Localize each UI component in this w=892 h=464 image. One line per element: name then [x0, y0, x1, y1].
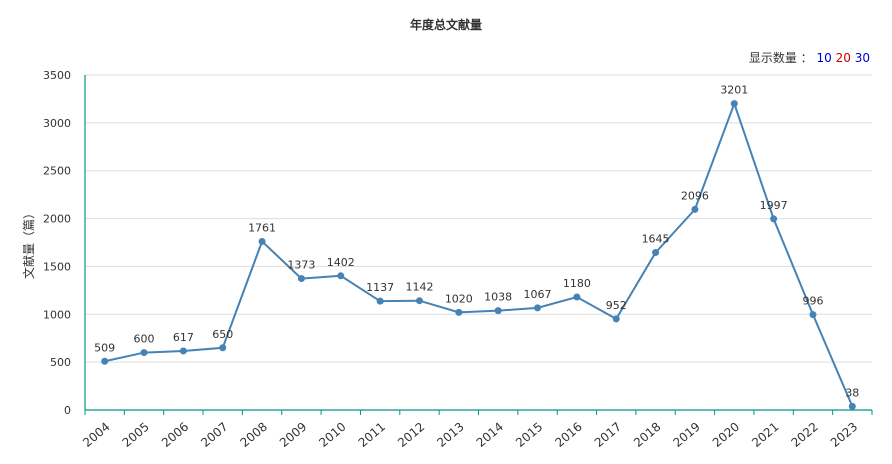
data-point: [534, 304, 542, 312]
data-label: 1761: [248, 221, 276, 234]
data-point: [455, 308, 463, 316]
y-tick-label: 1000: [43, 308, 71, 321]
data-label: 1402: [327, 256, 355, 269]
data-label: 996: [802, 295, 823, 308]
data-label: 1038: [484, 291, 512, 304]
data-label: 650: [212, 328, 233, 341]
x-tick-label: 2022: [789, 420, 821, 450]
data-label: 1645: [642, 233, 670, 246]
y-axis-label: 文献量（篇）: [21, 207, 36, 279]
x-tick-label: 2019: [670, 420, 702, 450]
data-label: 1180: [563, 277, 591, 290]
x-tick-label: 2009: [277, 420, 309, 450]
x-tick-label: 2017: [592, 420, 624, 450]
data-point: [415, 297, 423, 305]
x-tick-label: 2005: [120, 420, 152, 450]
y-tick-label: 3000: [43, 117, 71, 130]
y-tick-label: 500: [50, 356, 71, 369]
x-tick-label: 2011: [356, 420, 388, 450]
count-option-10[interactable]: 10: [816, 51, 832, 65]
x-tick-label: 2012: [395, 420, 427, 450]
data-point: [770, 215, 778, 223]
data-label: 1020: [445, 292, 473, 305]
data-label: 1142: [405, 281, 433, 294]
y-tick-label: 1500: [43, 260, 71, 273]
data-label: 952: [606, 299, 627, 312]
display-count-label: 显示数量 ：: [748, 51, 813, 65]
data-points: [101, 100, 856, 410]
display-count-selector: 显示数量 ： 10 20 30: [749, 49, 870, 66]
y-tick-label: 2000: [43, 213, 71, 226]
data-point: [848, 402, 856, 410]
x-tick-label: 2018: [631, 420, 663, 450]
data-point: [809, 311, 817, 319]
data-label: 600: [134, 333, 155, 346]
grid-lines: [85, 74, 872, 363]
count-option-20[interactable]: 20: [835, 51, 851, 65]
y-tick-label: 0: [64, 404, 71, 417]
x-tick-label: 2006: [159, 420, 191, 450]
count-option-30[interactable]: 30: [854, 51, 870, 65]
data-point: [376, 297, 384, 305]
x-tick-label: 2016: [552, 420, 584, 450]
x-tick-labels: 2004 2005 2006 2007 2008 2009 2010 2011 2012 2013…: [80, 420, 860, 450]
x-tick-label: 2015: [513, 420, 545, 450]
x-tick-label: 2004: [80, 420, 112, 450]
y-tick-labels: 0 500 1000 1500 2000 2500 3000 3500: [43, 69, 71, 417]
data-point: [691, 205, 699, 213]
x-tick-label: 2008: [238, 420, 270, 450]
data-point: [337, 272, 345, 280]
series-line: [104, 100, 854, 407]
series-line-path: [104, 100, 854, 407]
data-label: 1997: [760, 199, 788, 212]
data-label: 38: [845, 386, 859, 399]
data-labels: 509 600 617 650 1761 1373 1402 1137 1142 1020 1038…: [94, 84, 859, 400]
data-point: [652, 249, 660, 257]
axes: [84, 75, 873, 415]
x-tick-label: 2021: [749, 420, 781, 450]
data-point: [179, 347, 187, 355]
data-point: [258, 237, 266, 245]
data-point: [140, 349, 148, 357]
data-point: [573, 293, 581, 301]
data-label: 1067: [524, 288, 552, 301]
data-label: 3201: [720, 84, 748, 97]
data-label: 1373: [287, 259, 315, 272]
data-label: 2096: [681, 189, 709, 202]
data-label: 617: [173, 331, 194, 344]
x-tick-label: 2023: [828, 420, 860, 450]
x-tick-label: 2013: [434, 420, 466, 450]
chart-title: 年度总文献量: [409, 18, 482, 32]
data-point: [101, 357, 109, 365]
data-point: [494, 307, 502, 315]
x-tick-label: 2007: [198, 420, 230, 450]
data-label: 509: [94, 341, 115, 354]
data-point: [219, 344, 227, 352]
data-point: [612, 315, 620, 323]
data-point: [730, 100, 738, 108]
x-tick-label: 2010: [316, 420, 348, 450]
data-label: 1137: [366, 281, 394, 294]
x-tick-label: 2020: [710, 420, 742, 450]
x-tick-label: 2014: [474, 420, 506, 450]
y-tick-label: 2500: [43, 165, 71, 178]
y-tick-label: 3500: [43, 69, 71, 82]
data-point: [297, 275, 305, 283]
